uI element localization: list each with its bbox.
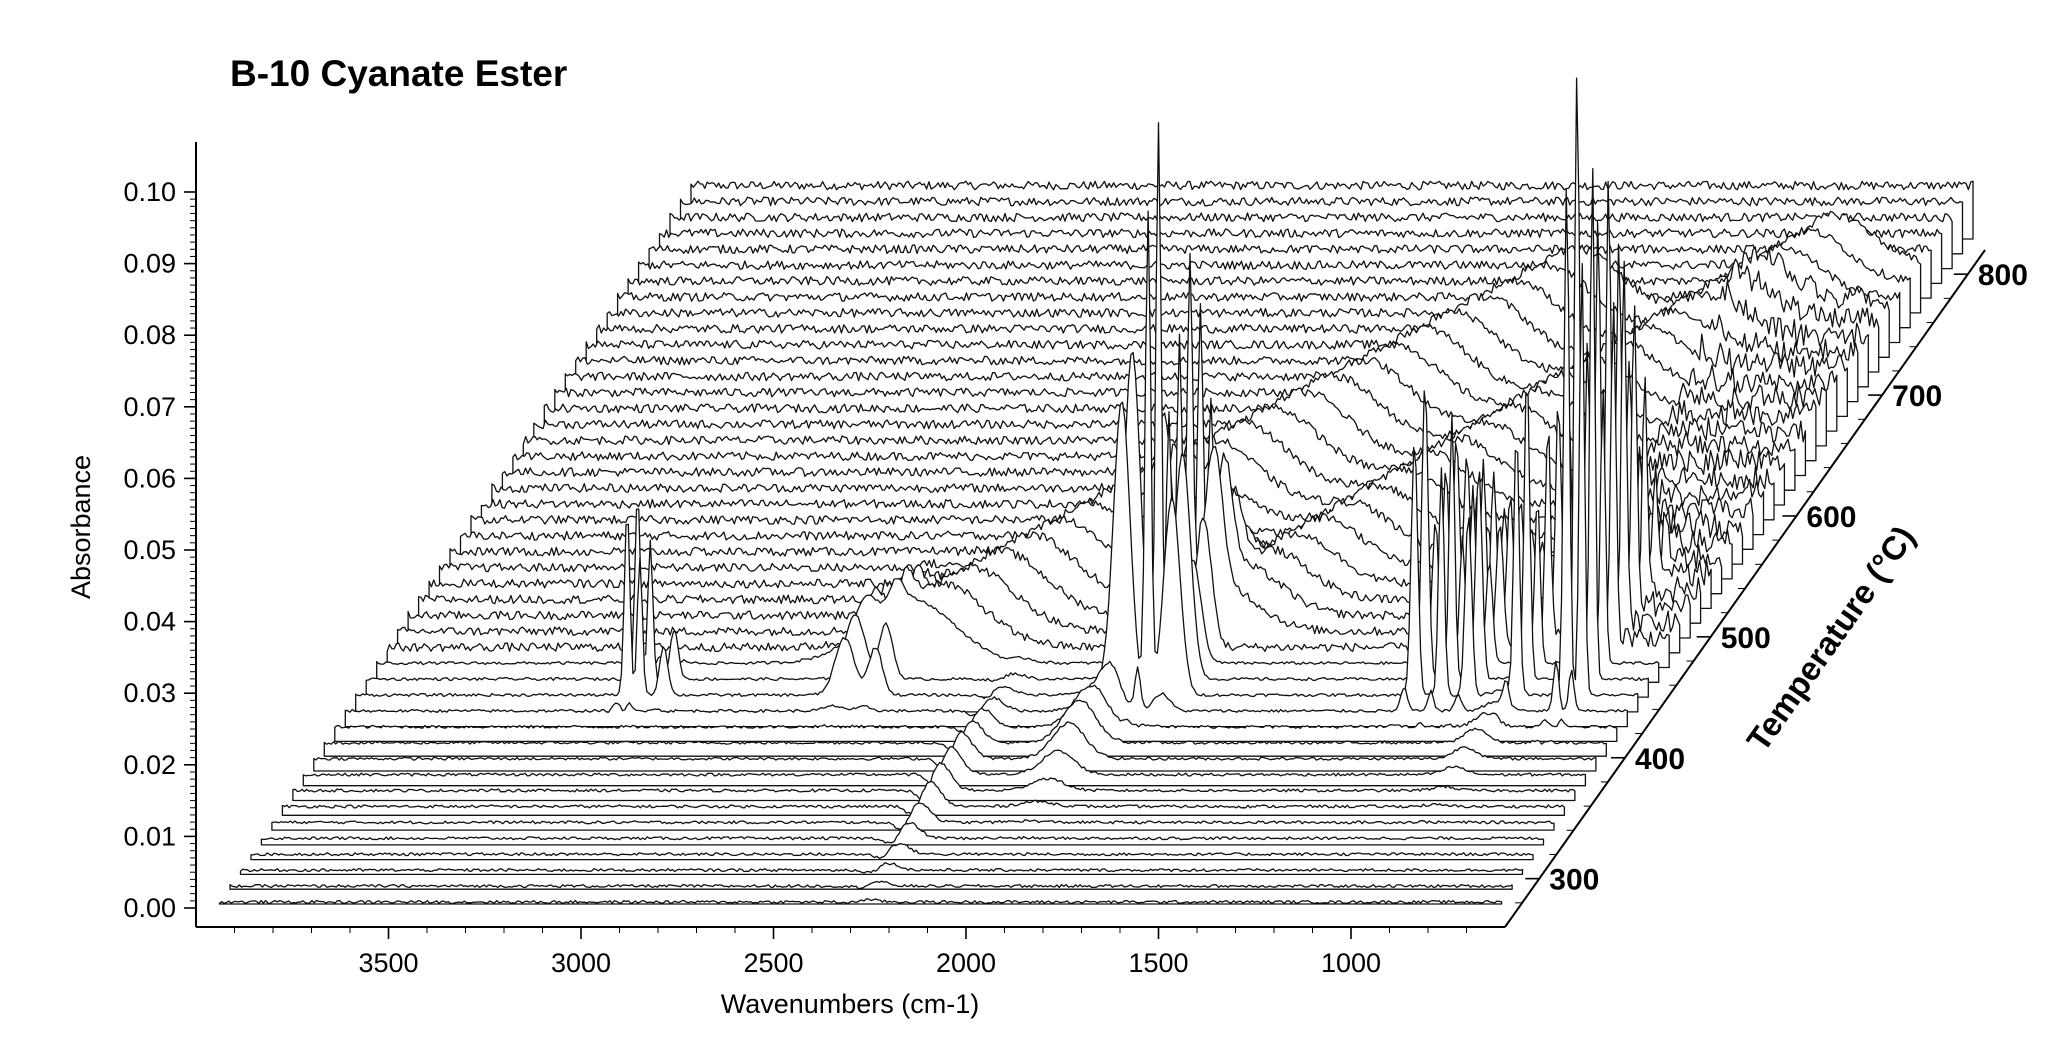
z-tick-label: 600 bbox=[1806, 501, 1856, 534]
z-ticks: 300 400 500 600 700 800 bbox=[1515, 259, 2028, 904]
chart-title: B-10 Cyanate Ester bbox=[230, 53, 567, 94]
x-axis: 3500 3000 2500 2000 1500 1000 bbox=[196, 926, 1505, 978]
y-tick-label: 0.00 bbox=[123, 893, 176, 923]
spectrum-trace-277 bbox=[229, 880, 1513, 890]
y-tick-label: 0.01 bbox=[123, 821, 176, 851]
spectra-traces bbox=[218, 77, 1974, 905]
spectrum-trace-387 bbox=[323, 699, 1607, 757]
spectrum-trace-375 bbox=[313, 721, 1597, 772]
y-axis: 0.00 0.01 0.02 0.03 0.04 0.05 0.06 0.07 0.08 0.09… bbox=[123, 142, 197, 927]
y-tick-label: 0.02 bbox=[123, 750, 176, 780]
y-tick-label: 0.03 bbox=[123, 678, 176, 708]
x-axis-label: Wavenumbers (cm-1) bbox=[721, 989, 980, 1019]
z-tick-label: 400 bbox=[1635, 743, 1685, 776]
y-axis-label: Absorbance bbox=[66, 455, 96, 599]
x-tick-label: 3000 bbox=[551, 948, 611, 978]
y-tick-label: 0.04 bbox=[123, 607, 176, 637]
x-tick-label: 1000 bbox=[1321, 948, 1381, 978]
spectrum-trace-265 bbox=[218, 898, 1503, 905]
z-tick-label: 500 bbox=[1721, 622, 1771, 655]
z-axis: 300 400 500 600 700 800 bbox=[1504, 249, 2028, 928]
spectrum-trace-314 bbox=[260, 821, 1545, 846]
y-tick-label: 0.08 bbox=[123, 320, 176, 350]
spectrum-trace-326 bbox=[271, 802, 1555, 831]
spectrum-trace-424 bbox=[355, 188, 1639, 713]
y-tick-label: 0.07 bbox=[123, 392, 176, 422]
x-tick-label: 2500 bbox=[743, 948, 803, 978]
x-tick-label: 3500 bbox=[358, 948, 418, 978]
y-tick-label: 0.10 bbox=[123, 177, 176, 207]
spectrum-trace-351 bbox=[292, 761, 1576, 802]
spectrum-trace-399 bbox=[334, 684, 1618, 743]
x-tick-label: 2000 bbox=[936, 948, 996, 978]
x-ticks: 3500 3000 2500 2000 1500 1000 bbox=[234, 927, 1467, 978]
y-ticks: 0.00 0.01 0.02 0.03 0.04 0.05 0.06 0.07 0.08 0.09… bbox=[123, 177, 196, 923]
x-tick-label: 1500 bbox=[1128, 948, 1188, 978]
spectrum-trace-302 bbox=[250, 842, 1534, 861]
z-tick-label: 800 bbox=[1978, 259, 2028, 292]
spectrum-trace-289 bbox=[239, 862, 1524, 876]
z-tick-label: 300 bbox=[1549, 864, 1599, 897]
z-tick-label: 700 bbox=[1892, 380, 1942, 413]
y-tick-label: 0.09 bbox=[123, 249, 176, 279]
y-tick-label: 0.05 bbox=[123, 535, 176, 565]
y-tick-label: 0.06 bbox=[123, 463, 176, 493]
spectrum-trace-338 bbox=[281, 780, 1566, 816]
